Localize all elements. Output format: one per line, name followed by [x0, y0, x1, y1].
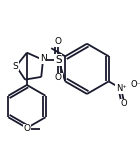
- Text: O: O: [55, 37, 62, 46]
- Text: O: O: [55, 73, 62, 82]
- Text: O⁻: O⁻: [131, 80, 140, 89]
- Text: S: S: [55, 55, 62, 65]
- Text: S: S: [12, 62, 18, 71]
- Text: N: N: [40, 54, 46, 63]
- Text: O: O: [121, 99, 127, 108]
- Text: O: O: [23, 124, 30, 133]
- Text: N⁺: N⁺: [116, 84, 127, 93]
